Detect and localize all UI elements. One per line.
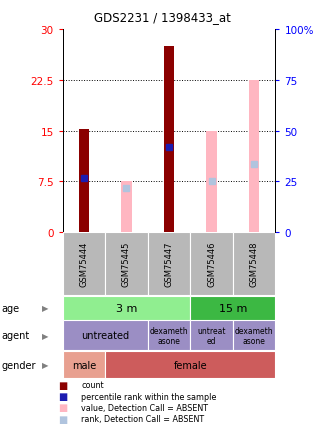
- Bar: [105, 351, 275, 378]
- Text: female: female: [173, 360, 207, 370]
- Bar: [233, 232, 275, 295]
- Text: value, Detection Call = ABSENT: value, Detection Call = ABSENT: [81, 403, 208, 412]
- Text: gender: gender: [2, 360, 36, 370]
- Bar: [164, 47, 174, 232]
- Bar: [190, 321, 233, 350]
- Bar: [63, 321, 148, 350]
- Text: GSM75446: GSM75446: [207, 241, 216, 286]
- Bar: [148, 232, 190, 295]
- Bar: [249, 81, 259, 232]
- Bar: [121, 182, 132, 232]
- Bar: [148, 321, 190, 350]
- Text: age: age: [2, 303, 20, 313]
- Text: untreat
ed: untreat ed: [197, 326, 226, 345]
- Text: ■: ■: [58, 414, 67, 424]
- Text: ■: ■: [58, 380, 67, 390]
- Text: GSM75447: GSM75447: [165, 241, 173, 286]
- Text: ■: ■: [58, 391, 67, 401]
- Text: rank, Detection Call = ABSENT: rank, Detection Call = ABSENT: [81, 414, 204, 423]
- Text: male: male: [72, 360, 96, 370]
- Bar: [63, 296, 190, 320]
- Text: GSM75448: GSM75448: [250, 241, 259, 286]
- Text: 15 m: 15 m: [219, 303, 247, 313]
- Text: 3 m: 3 m: [116, 303, 137, 313]
- Text: GDS2231 / 1398433_at: GDS2231 / 1398433_at: [94, 11, 231, 24]
- Text: agent: agent: [2, 331, 30, 340]
- Bar: [105, 232, 148, 295]
- Bar: [233, 321, 275, 350]
- Text: percentile rank within the sample: percentile rank within the sample: [81, 392, 217, 401]
- Text: count: count: [81, 381, 104, 389]
- Text: GSM75445: GSM75445: [122, 241, 131, 286]
- Text: untreated: untreated: [81, 331, 129, 340]
- Bar: [63, 232, 105, 295]
- Text: ■: ■: [58, 403, 67, 412]
- Text: ▶: ▶: [42, 303, 49, 312]
- Bar: [63, 351, 105, 378]
- Text: ▶: ▶: [42, 360, 49, 369]
- Text: ▶: ▶: [42, 331, 49, 340]
- Bar: [206, 131, 217, 232]
- Bar: [79, 129, 89, 232]
- Text: dexameth
asone: dexameth asone: [150, 326, 188, 345]
- Bar: [190, 296, 275, 320]
- Text: GSM75444: GSM75444: [80, 241, 88, 286]
- Text: dexameth
asone: dexameth asone: [235, 326, 274, 345]
- Bar: [190, 232, 233, 295]
